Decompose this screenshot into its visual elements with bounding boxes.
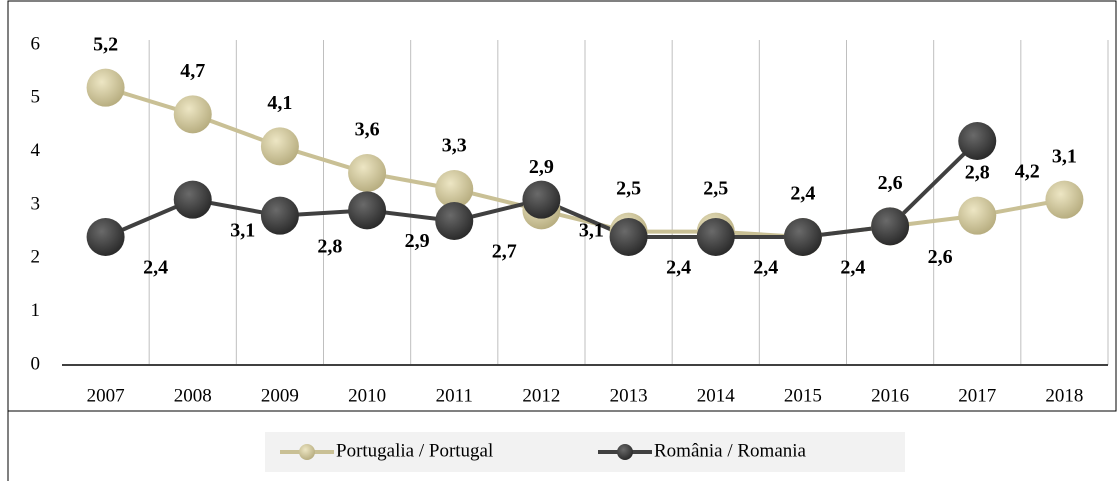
data-label: 4,7: [180, 60, 205, 82]
marker: [871, 207, 910, 246]
data-label: 2,8: [317, 235, 342, 257]
legend-label: Portugalia / Portugal: [336, 440, 493, 461]
x-tick-label: 2013: [610, 385, 648, 406]
x-tick-label: 2010: [348, 385, 386, 406]
marker: [1045, 180, 1084, 219]
legend-marker: [617, 444, 633, 460]
data-label: 2,9: [529, 156, 554, 178]
y-tick-label: 1: [31, 300, 41, 321]
x-tick-label: 2014: [697, 385, 736, 406]
x-tick-label: 2008: [174, 385, 212, 406]
data-label: 3,3: [442, 135, 467, 157]
x-tick-label: 2016: [871, 385, 909, 406]
x-tick-label: 2007: [87, 385, 125, 406]
data-label: 5,2: [93, 33, 118, 55]
data-label: 4,2: [1015, 161, 1040, 183]
data-label: 2,4: [753, 257, 778, 279]
data-label: 3,1: [230, 219, 255, 241]
marker: [783, 218, 822, 256]
marker: [86, 218, 125, 256]
marker: [348, 154, 387, 192]
marker: [260, 196, 299, 235]
marker: [958, 122, 997, 160]
marker: [260, 127, 299, 166]
marker: [348, 191, 387, 230]
legend-box: [265, 432, 905, 472]
x-tick-label: 2017: [958, 385, 996, 406]
marker: [86, 68, 125, 107]
marker: [173, 180, 212, 219]
marker: [435, 202, 474, 240]
marker: [696, 218, 735, 256]
marker: [173, 95, 212, 134]
data-label: 2,6: [878, 172, 903, 194]
y-tick-label: 5: [31, 87, 41, 108]
y-tick-label: 2: [31, 247, 41, 268]
data-label: 2,5: [703, 177, 728, 199]
data-label: 2,4: [790, 183, 815, 205]
data-label: 2,8: [965, 161, 990, 183]
y-tick-label: 4: [31, 140, 41, 161]
y-tick-label: 0: [31, 353, 41, 374]
x-tick-label: 2011: [436, 385, 473, 406]
data-label: 2,9: [405, 230, 430, 252]
data-label: 3,1: [1052, 145, 1077, 167]
data-label: 4,1: [267, 92, 292, 114]
marker: [435, 170, 474, 208]
data-label: 2,4: [143, 257, 168, 279]
legend-label: România / Romania: [654, 440, 807, 461]
data-label: 2,4: [840, 257, 865, 279]
x-tick-label: 2012: [522, 385, 560, 406]
data-label: 3,6: [355, 119, 380, 141]
data-label: 2,7: [492, 241, 517, 263]
data-label: 2,4: [666, 257, 691, 279]
chart-border: [7, 0, 1117, 412]
x-tick-label: 2015: [784, 385, 822, 406]
data-label: 2,6: [928, 246, 953, 268]
x-tick-label: 2018: [1045, 385, 1083, 406]
y-tick-label: 6: [31, 33, 41, 54]
marker: [609, 218, 648, 256]
y-tick-label: 3: [31, 193, 41, 214]
marker: [958, 196, 997, 235]
x-tick-label: 2009: [261, 385, 299, 406]
data-label: 2,5: [616, 177, 641, 199]
data-label: 3,1: [579, 219, 604, 241]
legend-marker: [299, 444, 315, 460]
marker: [522, 180, 561, 219]
